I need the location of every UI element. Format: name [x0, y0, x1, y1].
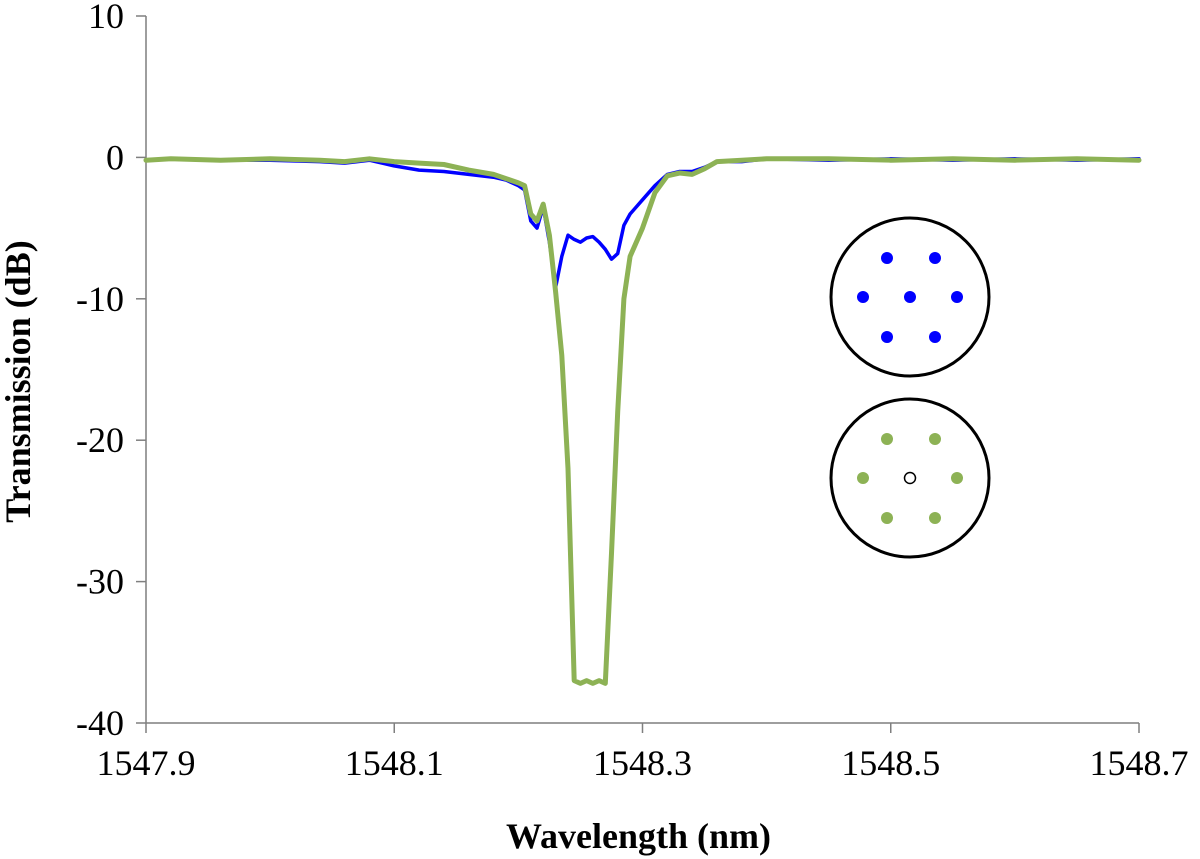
x-axis-title: Wavelength (nm) [506, 816, 771, 856]
x-tick-label: 1548.7 [1090, 743, 1189, 783]
y-axis-title: Transmission (dB) [0, 240, 38, 522]
y-tick-label: -10 [76, 279, 124, 319]
y-tick-label: -20 [76, 420, 124, 460]
fiber-core [929, 433, 941, 445]
fiber-center-core-empty [829, 397, 991, 559]
y-ticks: 10 0 -10 -20 -30 -40 [76, 0, 146, 743]
x-tick-label: 1547.9 [97, 743, 196, 783]
x-tick-label: 1548.1 [345, 743, 444, 783]
series-line-2 [143, 156, 1142, 686]
y-tick-label: -40 [76, 703, 124, 743]
fiber-all-cores [829, 216, 991, 378]
fiber-core [881, 331, 893, 343]
fiber-core [929, 331, 941, 343]
x-tick-label: 1548.5 [841, 743, 940, 783]
y-tick-label: -30 [76, 562, 124, 602]
fiber-core [881, 252, 893, 264]
series-lines [143, 156, 1142, 686]
fiber-core [929, 252, 941, 264]
fiber-core [951, 472, 963, 484]
fiber-core [857, 472, 869, 484]
axes [145, 16, 1139, 724]
fiber-core [951, 291, 963, 303]
fiber-core [881, 512, 893, 524]
fiber-core-empty [903, 471, 917, 485]
fiber-core [881, 433, 893, 445]
x-tick-label: 1548.3 [593, 743, 692, 783]
fiber-core [904, 291, 916, 303]
y-tick-label: 10 [88, 0, 124, 36]
y-tick-label: 0 [106, 137, 124, 177]
fiber-insets [829, 216, 991, 559]
fiber-core [929, 512, 941, 524]
fiber-core [857, 291, 869, 303]
x-ticks: 1547.9 1548.1 1548.3 1548.5 1548.7 [97, 723, 1189, 783]
